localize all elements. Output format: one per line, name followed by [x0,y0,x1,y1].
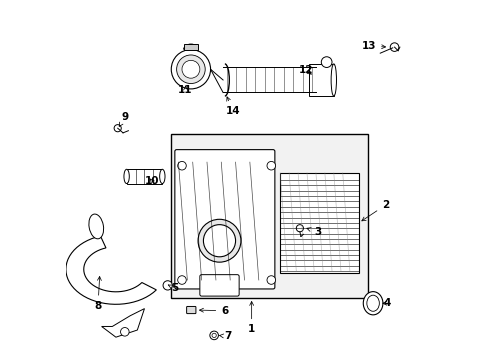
Circle shape [176,55,205,84]
Bar [183,44,198,50]
Circle shape [296,225,303,232]
Circle shape [182,60,200,78]
Bar [308,64,333,96]
Text: 8: 8 [94,276,102,311]
Text: 14: 14 [225,97,240,116]
Text: 1: 1 [247,302,255,334]
Circle shape [212,333,216,338]
Circle shape [171,50,210,89]
Text: 9: 9 [119,112,128,126]
Text: 13: 13 [361,41,385,51]
FancyBboxPatch shape [175,150,274,289]
Bar [126,169,162,184]
Circle shape [203,225,235,257]
Ellipse shape [123,169,129,184]
Polygon shape [66,236,156,304]
Text: 3: 3 [306,227,321,237]
Circle shape [177,276,186,284]
Circle shape [121,328,129,336]
Circle shape [177,161,186,170]
Polygon shape [102,309,144,337]
Circle shape [389,43,398,51]
Ellipse shape [160,169,164,184]
Text: 4: 4 [382,298,390,308]
Bar [280,173,358,273]
Ellipse shape [330,64,336,96]
Ellipse shape [366,295,379,311]
Text: 7: 7 [219,332,232,342]
Text: 10: 10 [144,176,159,186]
Ellipse shape [89,214,103,239]
Text: 6: 6 [199,306,228,316]
Ellipse shape [363,292,382,315]
Text: 12: 12 [298,65,312,75]
Circle shape [266,161,275,170]
Circle shape [209,331,218,340]
Circle shape [321,57,331,67]
Circle shape [266,276,275,284]
Text: 11: 11 [178,85,192,95]
FancyBboxPatch shape [171,134,367,298]
FancyBboxPatch shape [186,306,196,314]
Text: 2: 2 [361,200,388,221]
Circle shape [198,219,241,262]
Circle shape [163,281,172,290]
Circle shape [114,125,121,132]
FancyBboxPatch shape [200,275,239,296]
Text: 5: 5 [168,283,178,293]
